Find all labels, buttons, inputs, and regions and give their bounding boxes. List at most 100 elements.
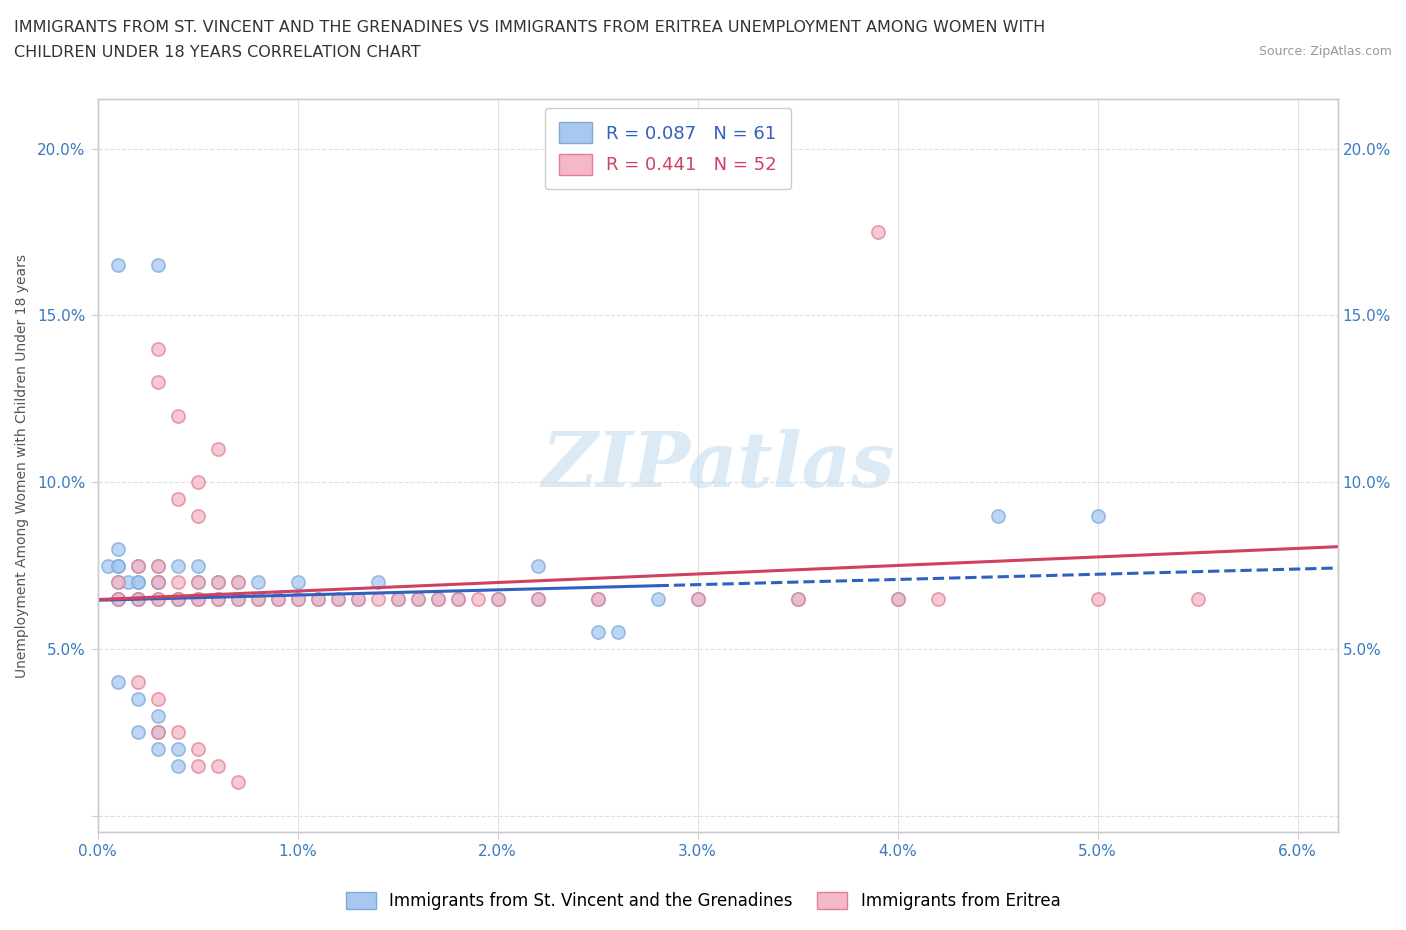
Point <box>207 442 229 457</box>
Point <box>686 591 709 606</box>
Point <box>346 591 368 606</box>
Point <box>186 558 208 573</box>
Point <box>146 575 169 590</box>
Point <box>226 591 249 606</box>
Legend: R = 0.087   N = 61, R = 0.441   N = 52: R = 0.087 N = 61, R = 0.441 N = 52 <box>544 108 792 189</box>
Point <box>207 591 229 606</box>
Point <box>146 341 169 356</box>
Point <box>127 558 149 573</box>
Point <box>146 258 169 272</box>
Point <box>166 558 188 573</box>
Point <box>107 591 129 606</box>
Point <box>186 575 208 590</box>
Point <box>166 491 188 506</box>
Point <box>426 591 449 606</box>
Point <box>107 558 129 573</box>
Point <box>486 591 509 606</box>
Point <box>146 724 169 739</box>
Point <box>367 575 389 590</box>
Point <box>526 591 548 606</box>
Point <box>146 741 169 756</box>
Point <box>127 591 149 606</box>
Point <box>207 591 229 606</box>
Point <box>446 591 468 606</box>
Point <box>287 591 309 606</box>
Point <box>367 591 389 606</box>
Point <box>606 625 628 640</box>
Point <box>1087 591 1109 606</box>
Point <box>207 575 229 590</box>
Point <box>186 741 208 756</box>
Point <box>686 591 709 606</box>
Point <box>586 625 609 640</box>
Point <box>446 591 468 606</box>
Point <box>786 591 808 606</box>
Point <box>226 591 249 606</box>
Point <box>107 575 129 590</box>
Point <box>226 575 249 590</box>
Point <box>287 591 309 606</box>
Point <box>166 758 188 773</box>
Point <box>186 508 208 523</box>
Point <box>586 591 609 606</box>
Point <box>406 591 429 606</box>
Text: IMMIGRANTS FROM ST. VINCENT AND THE GRENADINES VS IMMIGRANTS FROM ERITREA UNEMPL: IMMIGRANTS FROM ST. VINCENT AND THE GREN… <box>14 20 1045 35</box>
Point <box>226 775 249 790</box>
Point <box>246 575 269 590</box>
Point <box>146 709 169 724</box>
Text: ZIPatlas: ZIPatlas <box>541 429 894 502</box>
Point <box>127 591 149 606</box>
Point <box>387 591 409 606</box>
Point <box>127 692 149 707</box>
Point <box>127 724 149 739</box>
Point <box>207 758 229 773</box>
Point <box>166 741 188 756</box>
Point <box>107 591 129 606</box>
Point <box>107 558 129 573</box>
Point <box>146 724 169 739</box>
Point <box>186 591 208 606</box>
Text: CHILDREN UNDER 18 YEARS CORRELATION CHART: CHILDREN UNDER 18 YEARS CORRELATION CHAR… <box>14 45 420 60</box>
Point <box>166 575 188 590</box>
Point <box>127 591 149 606</box>
Point <box>886 591 908 606</box>
Point <box>326 591 349 606</box>
Point <box>586 591 609 606</box>
Legend: Immigrants from St. Vincent and the Grenadines, Immigrants from Eritrea: Immigrants from St. Vincent and the Gren… <box>339 885 1067 917</box>
Point <box>307 591 329 606</box>
Point <box>406 591 429 606</box>
Point <box>927 591 949 606</box>
Point <box>107 675 129 690</box>
Point <box>886 591 908 606</box>
Point <box>96 558 118 573</box>
Point <box>166 591 188 606</box>
Point <box>146 692 169 707</box>
Point <box>186 591 208 606</box>
Point <box>266 591 288 606</box>
Point <box>146 558 169 573</box>
Point <box>146 591 169 606</box>
Point <box>387 591 409 606</box>
Point <box>166 591 188 606</box>
Point <box>987 508 1010 523</box>
Point <box>226 575 249 590</box>
Point <box>146 375 169 390</box>
Point <box>246 591 269 606</box>
Point <box>107 258 129 272</box>
Point <box>146 558 169 573</box>
Point <box>866 225 889 240</box>
Point <box>526 558 548 573</box>
Point <box>287 575 309 590</box>
Point <box>467 591 489 606</box>
Point <box>486 591 509 606</box>
Point <box>107 575 129 590</box>
Point <box>107 591 129 606</box>
Text: Source: ZipAtlas.com: Source: ZipAtlas.com <box>1258 45 1392 58</box>
Point <box>307 591 329 606</box>
Point <box>186 475 208 490</box>
Point <box>166 591 188 606</box>
Point <box>186 575 208 590</box>
Point <box>127 675 149 690</box>
Point <box>146 575 169 590</box>
Point <box>166 724 188 739</box>
